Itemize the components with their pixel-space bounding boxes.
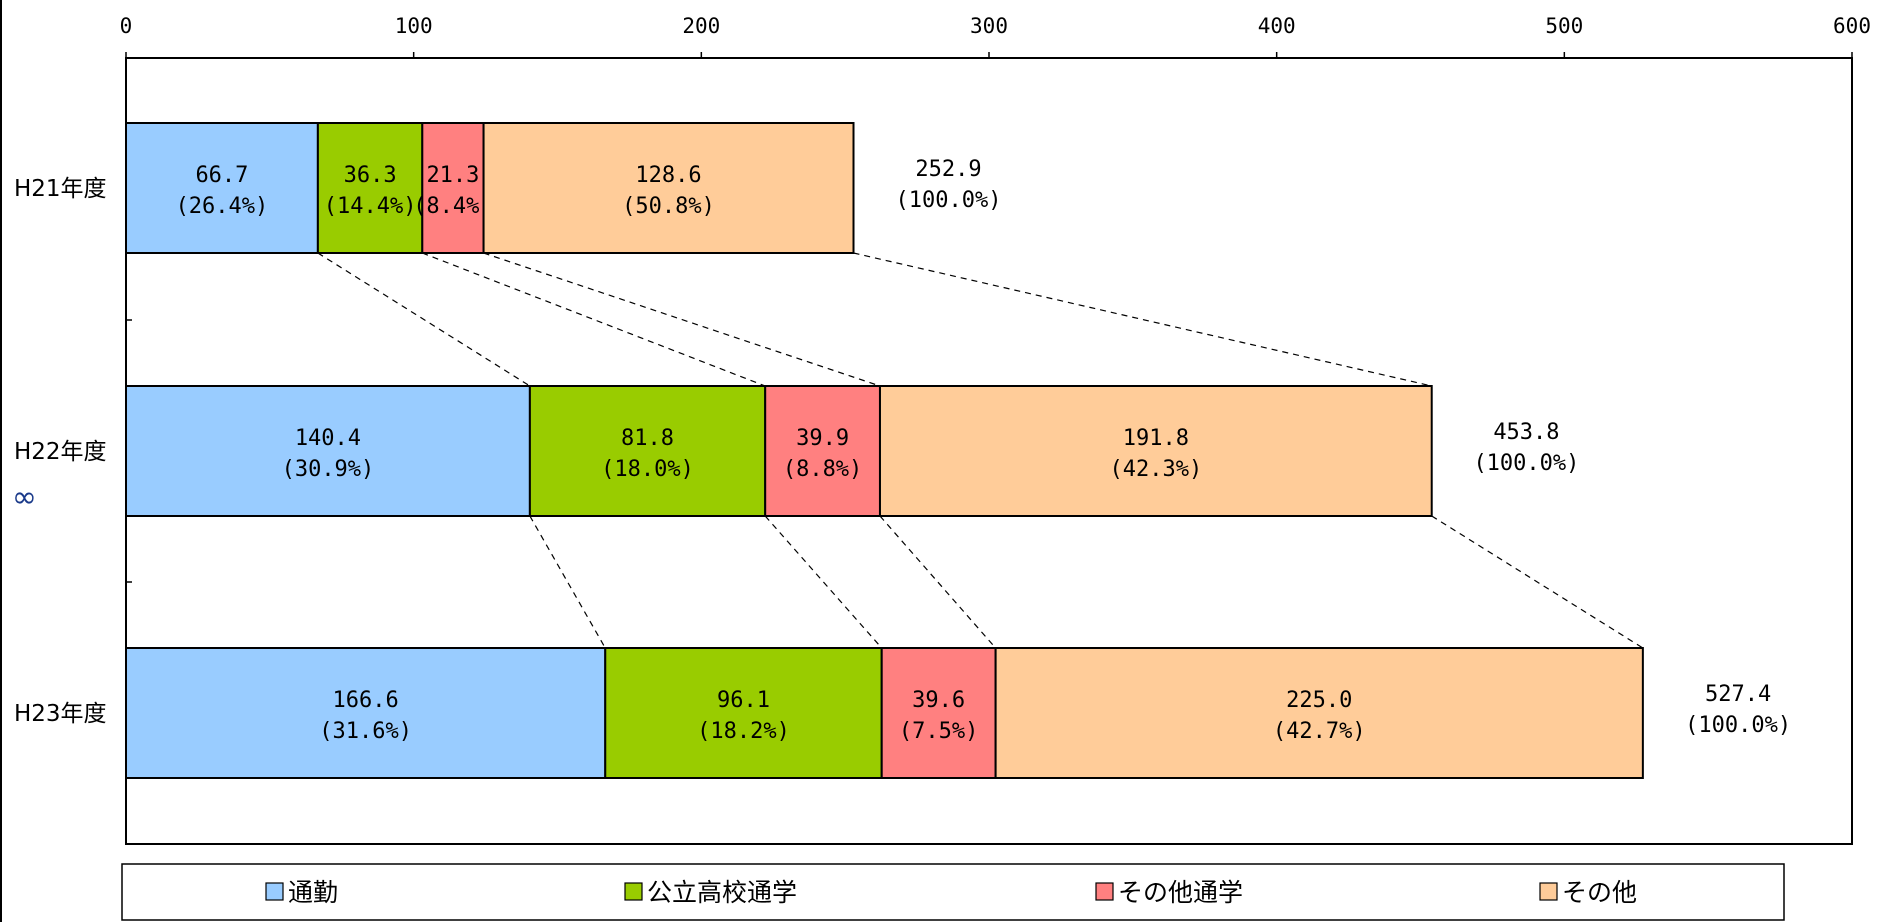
bar-segment	[125, 122, 319, 254]
bar-segment	[604, 647, 883, 779]
data-label: 39.9 (8.8%)	[783, 426, 862, 482]
series-connector-line	[879, 515, 997, 649]
bar-segment	[125, 647, 607, 779]
total-label: 527.4 (100.0%)	[1685, 682, 1791, 738]
bar-segment	[764, 385, 881, 517]
data-label: 225.0 (42.7%)	[1273, 688, 1366, 744]
bar-segment	[880, 647, 997, 779]
series-connector-line	[529, 515, 606, 649]
legend-box	[121, 863, 1785, 921]
x-tick-label: 300	[970, 14, 1008, 38]
legend-label: その他通学	[1118, 878, 1243, 907]
x-tick-label: 500	[1545, 14, 1583, 38]
legend-swatch	[624, 882, 643, 901]
bar-segment	[528, 385, 767, 517]
data-label: 128.6 (50.8%)	[622, 163, 715, 219]
series-connector-line	[317, 252, 531, 387]
x-tick-label: 400	[1258, 14, 1296, 38]
bar-segment	[421, 122, 485, 254]
category-label: H23年度	[14, 701, 107, 727]
page-mark: ∞	[12, 480, 37, 515]
total-label: 453.8 (100.0%)	[1473, 420, 1579, 476]
x-tick-label: 200	[682, 14, 720, 38]
legend-label: 通勤	[288, 878, 338, 907]
data-label: 39.6 (7.5%)	[899, 688, 978, 744]
data-label: 96.1 (18.2%)	[697, 688, 790, 744]
total-label: 252.9 (100.0%)	[896, 157, 1002, 213]
legend-swatch	[1539, 882, 1558, 901]
x-tick-label: 100	[395, 14, 433, 38]
bar-segment	[316, 122, 424, 254]
data-label: 191.8 (42.3%)	[1109, 426, 1202, 482]
data-label: 66.7 (26.4%)	[176, 163, 269, 219]
bar-segment	[994, 647, 1644, 779]
legend-label: その他	[1562, 878, 1637, 907]
series-connector-line	[1431, 515, 1644, 649]
bar-segment	[878, 385, 1433, 517]
x-tick-label: 600	[1833, 14, 1871, 38]
series-connector-line	[483, 252, 881, 387]
bar-segment	[482, 122, 855, 254]
series-connector-line	[764, 515, 883, 649]
data-label: 81.8 (18.0%)	[601, 426, 694, 482]
data-label: 21.3 (8.4%)	[413, 163, 492, 219]
bar-segment	[125, 385, 531, 517]
legend-swatch	[265, 882, 284, 901]
x-tick-label: 0	[120, 14, 133, 38]
category-label: H22年度	[14, 439, 107, 465]
data-label: 36.3 (14.4%)	[324, 163, 417, 219]
category-label: H21年度	[14, 176, 107, 202]
data-label: 140.4 (30.9%)	[282, 426, 375, 482]
legend-swatch	[1095, 882, 1114, 901]
data-label: 166.6 (31.6%)	[319, 688, 412, 744]
legend-label: 公立高校通学	[647, 878, 797, 907]
